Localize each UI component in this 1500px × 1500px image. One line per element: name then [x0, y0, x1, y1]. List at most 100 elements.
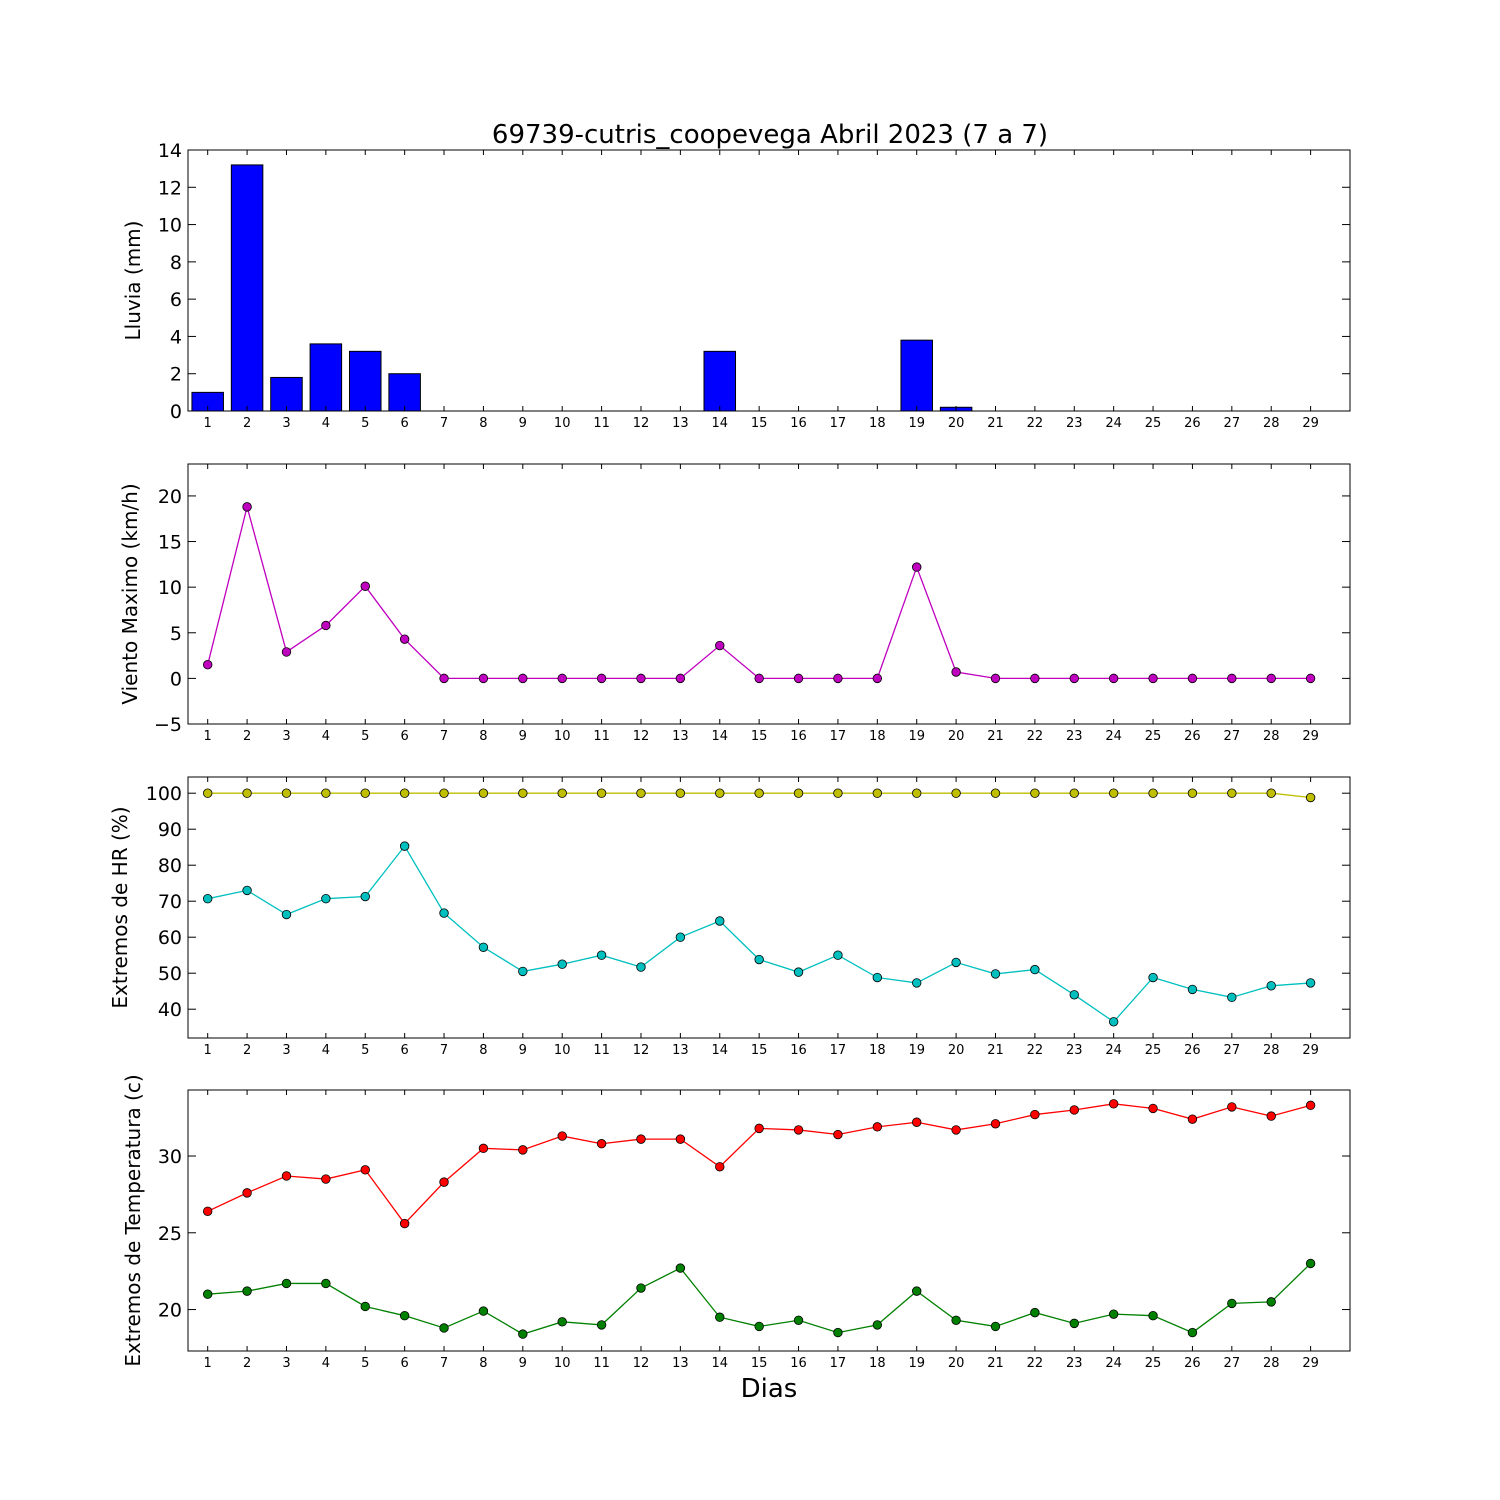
- x-tick-label: 17: [830, 1356, 847, 1371]
- series-2-point-day-3: [281, 1278, 292, 1289]
- series-1-point-day-29: [1305, 673, 1316, 684]
- series-1-point-day-28: [1266, 788, 1276, 798]
- series-1-point-day-27: [1227, 1102, 1237, 1112]
- series-2-point-day-22: [1030, 964, 1040, 975]
- x-tick-label: 25: [1145, 729, 1162, 744]
- series-1-point-day-27: [1227, 788, 1237, 798]
- x-tick-label: 6: [401, 1043, 409, 1058]
- x-tick-label: 2: [243, 729, 251, 744]
- series-1-point-day-28: [1266, 1111, 1276, 1121]
- series-1-point-day-8: [478, 673, 489, 684]
- series-1-point-day-25: [1148, 673, 1158, 684]
- x-tick-label: 1: [204, 1043, 212, 1058]
- series-1-point-day-2: [242, 502, 252, 512]
- series-1-point-day-3: [281, 647, 292, 657]
- y-tick-label: 6: [170, 289, 182, 311]
- x-tick-label: 14: [711, 1043, 728, 1058]
- x-tick-label: 8: [479, 416, 487, 431]
- x-tick-label: 11: [593, 1043, 610, 1058]
- series-2-point-day-5: [360, 1301, 370, 1312]
- x-tick-label: 1: [204, 729, 212, 744]
- x-tick-label: 2: [243, 1043, 251, 1058]
- x-tick-label: 18: [869, 1356, 886, 1371]
- x-tick-label: 6: [401, 1356, 409, 1371]
- y-tick-label: 20: [158, 486, 182, 508]
- y-tick-label: 50: [158, 963, 182, 985]
- series-1-point-day-2: [242, 1188, 252, 1198]
- series-1-point-day-13: [675, 1134, 686, 1144]
- y-tick-label: 8: [170, 252, 182, 274]
- series-1-point-day-25: [1148, 1103, 1158, 1114]
- series-1-point-day-4: [321, 1174, 331, 1184]
- series-2-point-day-7: [439, 908, 449, 918]
- series-1-point-day-10: [557, 673, 567, 684]
- x-tick-label: 8: [479, 729, 487, 744]
- series-1-point-day-6: [399, 1218, 410, 1229]
- series-1-point-day-5: [360, 1165, 370, 1175]
- series-1-point-day-20: [951, 667, 961, 677]
- x-tick-label: 4: [322, 1356, 330, 1371]
- series-2-point-day-5: [360, 891, 370, 902]
- x-tick-label: 16: [790, 1356, 807, 1371]
- panel-4: 1 2 3 4 5 6 7 8 9 10 11 12 13 14 15 16 17 18 19 20 21 22 23 24 2…: [121, 1074, 1351, 1371]
- bar-day-4: [309, 343, 343, 412]
- x-tick-label: 27: [1224, 729, 1241, 744]
- x-tick-label: 12: [633, 729, 650, 744]
- series-2-point-day-10: [557, 1317, 567, 1327]
- series-2-point-day-6: [399, 1310, 410, 1321]
- y-tick-label: 12: [158, 177, 182, 199]
- y-tick-label: 40: [158, 999, 182, 1021]
- x-tick-label: 22: [1027, 416, 1044, 431]
- series-1-point-day-9: [518, 788, 528, 798]
- x-tick-label: 7: [440, 729, 448, 744]
- x-tick-label: 29: [1302, 1356, 1319, 1371]
- series-1-point-day-3: [281, 788, 292, 798]
- x-tick-label: 20: [948, 1043, 965, 1058]
- x-tick-label: 11: [593, 1356, 610, 1371]
- series-2-point-day-16: [793, 1315, 804, 1325]
- x-tick-label: 8: [479, 1043, 487, 1058]
- series-1-point-day-17: [833, 788, 843, 798]
- series-2-point-day-23: [1069, 1318, 1079, 1329]
- series-1-point-day-18: [872, 788, 883, 798]
- x-tick-label: 5: [361, 1356, 369, 1371]
- series-2-point-day-22: [1030, 1307, 1040, 1318]
- bar-day-2: [230, 164, 264, 412]
- series-2-point-day-15: [754, 1321, 764, 1332]
- series-1-point-day-11: [596, 1139, 607, 1149]
- x-tick-label: 15: [751, 1043, 768, 1058]
- series-1-point-day-7: [439, 673, 449, 684]
- series-2-point-day-17: [833, 950, 843, 960]
- x-tick-label: 10: [554, 1043, 571, 1058]
- series-1-point-day-2: [242, 788, 252, 798]
- x-tick-label: 23: [1066, 1043, 1083, 1058]
- series-1-point-day-27: [1227, 673, 1237, 684]
- series-2-point-day-28: [1266, 1297, 1276, 1307]
- x-tick-label: 14: [711, 1356, 728, 1371]
- bar-day-5: [348, 350, 382, 412]
- x-tick-label: 24: [1105, 416, 1122, 431]
- series-2-point-day-8: [478, 1306, 489, 1316]
- x-tick-label: 2: [243, 1356, 251, 1371]
- x-tick-label: 6: [401, 416, 409, 431]
- y-tick-label: 15: [158, 532, 182, 554]
- x-tick-label: 14: [711, 416, 728, 431]
- series-1-point-day-14: [715, 640, 725, 651]
- x-tick-label: 9: [519, 1356, 527, 1371]
- x-tick-label: 15: [751, 416, 768, 431]
- y-tick-label: 100: [146, 783, 182, 805]
- x-tick-label: 9: [519, 729, 527, 744]
- x-tick-label: 26: [1184, 729, 1201, 744]
- series-1-point-day-8: [478, 1143, 489, 1154]
- series-2-point-day-18: [872, 1320, 883, 1330]
- x-tick-label: 14: [711, 729, 728, 744]
- y-tick-label: 14: [158, 140, 182, 162]
- series-1-point-day-10: [557, 788, 567, 798]
- series-1-point-day-26: [1187, 1114, 1198, 1124]
- x-tick-label: 26: [1184, 1356, 1201, 1371]
- x-tick-label: 20: [948, 1356, 965, 1371]
- x-tick-label: 3: [282, 416, 290, 431]
- x-tick-label: 16: [790, 729, 807, 744]
- series-2-point-day-15: [754, 954, 764, 965]
- x-tick-label: 19: [908, 1043, 925, 1058]
